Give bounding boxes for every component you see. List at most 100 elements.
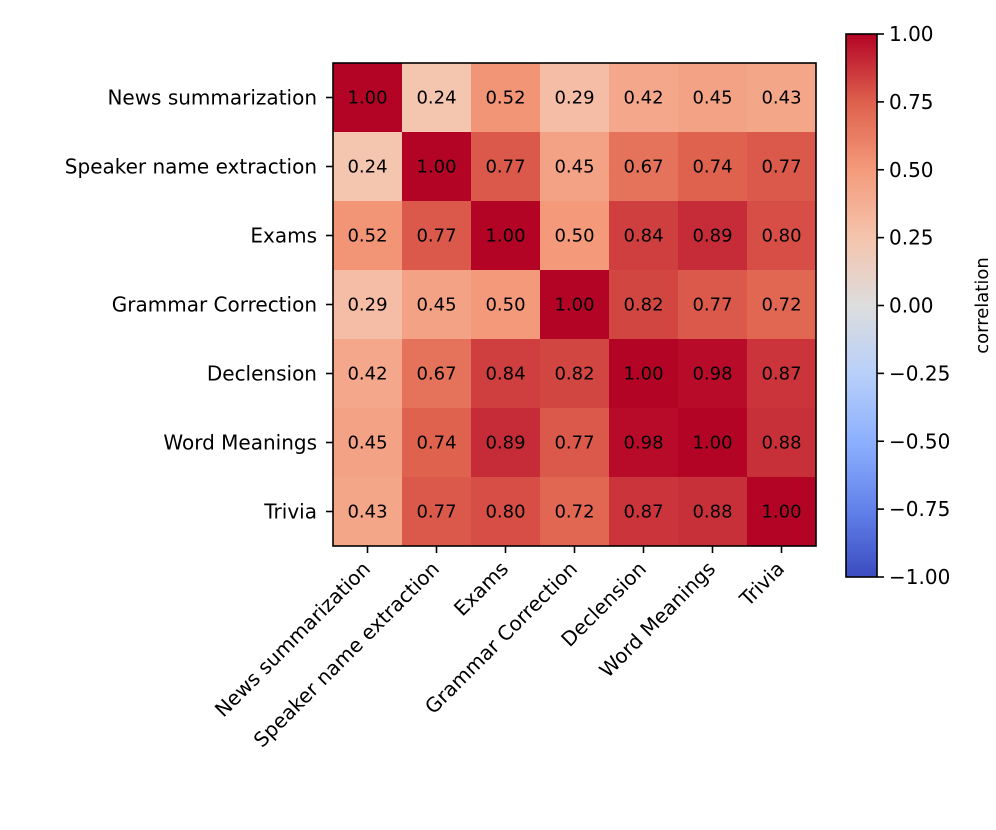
y-tick-label: Declension: [207, 362, 317, 386]
heatmap-cell: [402, 477, 472, 547]
colorbar-label: correlation: [972, 257, 993, 354]
cell-value-label: 0.77: [761, 157, 801, 178]
cell-value-label: 0.82: [554, 364, 594, 385]
y-tick-label: Word Meanings: [163, 431, 317, 455]
heatmap-cell: [540, 63, 610, 133]
cell-value-label: 0.77: [692, 295, 732, 316]
cell-value-label: 0.98: [623, 433, 663, 454]
x-tick-label: Trivia: [734, 557, 789, 612]
cell-value-label: 0.77: [416, 502, 456, 523]
cell-value-label: 0.84: [485, 364, 525, 385]
cell-value-label: 0.77: [416, 226, 456, 247]
heatmap-cell: [333, 339, 403, 409]
heatmap-cell: [747, 339, 817, 409]
heatmap-cell: [540, 270, 610, 340]
x-tick-label: Word Meanings: [594, 557, 720, 683]
colorbar-tick-label: −1.00: [889, 565, 950, 589]
heatmap-cell: [471, 477, 541, 547]
heatmap-cell: [540, 201, 610, 271]
cell-value-label: 0.80: [761, 226, 801, 247]
cell-value-label: 0.77: [554, 433, 594, 454]
cell-value-label: 0.45: [416, 295, 456, 316]
heatmap-cell: [540, 132, 610, 202]
heatmap-cell: [402, 270, 472, 340]
colorbar: [846, 34, 877, 577]
heatmap-cell: [609, 132, 679, 202]
heatmap-cell: [678, 270, 748, 340]
cell-value-label: 0.89: [692, 226, 732, 247]
cell-value-label: 0.72: [761, 295, 801, 316]
heatmap-cell: [402, 201, 472, 271]
cell-value-label: 0.82: [623, 295, 663, 316]
cell-value-label: 1.00: [623, 364, 663, 385]
heatmap-cell: [540, 408, 610, 478]
cell-value-label: 0.42: [347, 364, 387, 385]
colorbar-tick-label: 1.00: [889, 22, 934, 46]
heatmap-cell: [747, 201, 817, 271]
heatmap-cells: [333, 63, 817, 547]
cell-value-label: 1.00: [485, 226, 525, 247]
cell-value-label: 0.80: [485, 502, 525, 523]
cell-value-label: 0.87: [761, 364, 801, 385]
cell-value-label: 0.74: [416, 433, 456, 454]
heatmap-cell: [471, 63, 541, 133]
cell-value-label: 0.87: [623, 502, 663, 523]
colorbar-tick-label: 0.50: [889, 158, 934, 182]
cell-value-label: 0.42: [623, 88, 663, 109]
heatmap-cell: [471, 270, 541, 340]
cell-value-label: 0.67: [416, 364, 456, 385]
colorbar-tick-label: 0.75: [889, 90, 934, 114]
cell-value-label: 0.52: [485, 88, 525, 109]
y-axis-ticks: News summarization Speaker name extractio…: [65, 86, 333, 524]
cell-value-label: 0.45: [554, 157, 594, 178]
heatmap-cell: [333, 270, 403, 340]
cell-value-label: 1.00: [761, 502, 801, 523]
cell-value-label: 0.50: [554, 226, 594, 247]
heatmap-cell: [402, 63, 472, 133]
cell-value-label: 0.72: [554, 502, 594, 523]
x-tick-label: Exams: [449, 557, 513, 621]
cell-value-label: 0.45: [692, 88, 732, 109]
cell-value-label: 0.45: [347, 433, 387, 454]
heatmap-cell: [678, 408, 748, 478]
heatmap-cell: [747, 477, 817, 547]
heatmap-cell: [540, 339, 610, 409]
heatmap-cell: [609, 201, 679, 271]
heatmap-cell: [333, 63, 403, 133]
colorbar-tick-label: 0.25: [889, 226, 934, 250]
y-tick-label: Speaker name extraction: [65, 155, 317, 179]
colorbar-tick-label: 0.00: [889, 294, 934, 318]
heatmap-cell: [609, 339, 679, 409]
heatmap-cell: [678, 477, 748, 547]
cell-value-label: 0.89: [485, 433, 525, 454]
heatmap-cell: [402, 408, 472, 478]
colorbar-tick-label: −0.50: [889, 429, 950, 453]
heatmap-cell: [402, 339, 472, 409]
cell-value-label: 0.43: [347, 502, 387, 523]
cell-value-label: 0.52: [347, 226, 387, 247]
cell-value-label: 0.88: [761, 433, 801, 454]
heatmap-cell: [333, 132, 403, 202]
heatmap-cell: [333, 201, 403, 271]
y-tick-label: News summarization: [107, 86, 317, 110]
y-tick-label: Trivia: [263, 500, 317, 524]
heatmap-cell: [747, 63, 817, 133]
heatmap-cell: [402, 132, 472, 202]
heatmap-cell: [747, 408, 817, 478]
colorbar-tick-label: −0.75: [889, 497, 950, 521]
heatmap-cell: [609, 477, 679, 547]
colorbar-ticks: 1.00 0.75 0.50 0.25 0.00 −0.25 −0.50 −0.75 −1.00: [877, 22, 950, 589]
heatmap-cell: [471, 201, 541, 271]
heatmap-cell: [609, 63, 679, 133]
cell-value-label: 0.77: [485, 157, 525, 178]
colorbar-tick-label: −0.25: [889, 361, 950, 385]
heatmap-cell: [747, 132, 817, 202]
heatmap-cell: [609, 408, 679, 478]
heatmap-cell: [471, 408, 541, 478]
heatmap-cell: [678, 63, 748, 133]
heatmap-cell: [471, 339, 541, 409]
heatmap-cell: [471, 132, 541, 202]
heatmap-cell: [678, 339, 748, 409]
